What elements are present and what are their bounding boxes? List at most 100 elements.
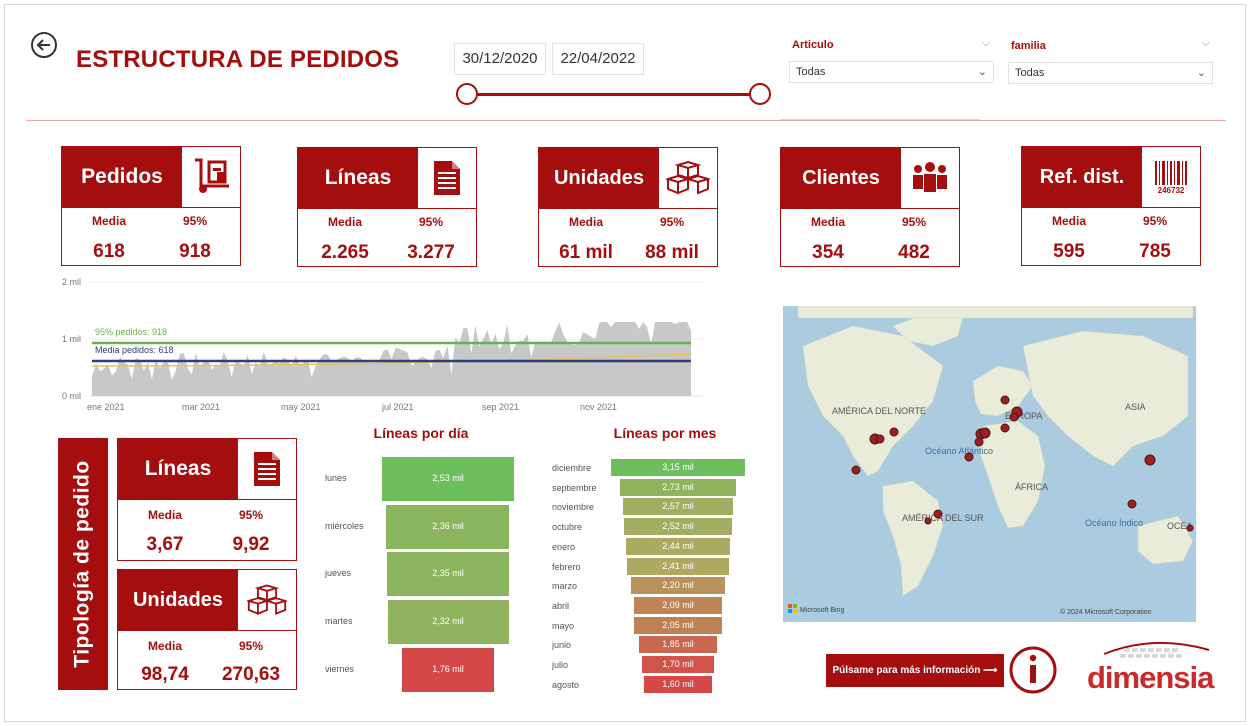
map-label: Océano Atlántico <box>925 446 993 456</box>
page-title: ESTRUCTURA DE PEDIDOS <box>76 46 400 73</box>
header-divider <box>26 120 1226 121</box>
card-divider <box>118 499 296 500</box>
date-slider-start-handle[interactable] <box>456 83 478 105</box>
chevron-down-icon[interactable]: ⌵ <box>982 38 990 49</box>
p95-label: 95% <box>418 215 444 229</box>
date-range-slider-track[interactable] <box>468 93 760 96</box>
kpi-title: Líneas <box>298 148 418 208</box>
lineas-por-dia-chart: lunes 2,53 mil miércoles 2,36 mil jueves 2,35… <box>320 455 520 695</box>
p95-value: 270,63 <box>221 664 281 685</box>
p95-value: 918 <box>179 241 211 262</box>
barcode-number: 246732 <box>1158 186 1185 195</box>
month-bar-value: 2,44 mil <box>662 540 694 551</box>
map-label: OCEA <box>1167 521 1193 531</box>
tipologia-card-lineas: Líneas Media 95% 3,67 9,92 <box>117 438 297 561</box>
day-category-label: jueves <box>325 568 352 579</box>
articulo-dropdown[interactable]: Todas ⌄ <box>789 61 994 83</box>
month-bar[interactable] <box>626 537 730 555</box>
month-bar[interactable] <box>641 656 715 673</box>
day-bar[interactable] <box>386 504 510 549</box>
date-slider-end-handle[interactable] <box>749 83 771 105</box>
date-from-input[interactable]: 30/12/2020 <box>454 43 546 75</box>
trend-line <box>92 353 692 367</box>
y-tick: 0 mil <box>62 391 81 401</box>
kpi-card-clientes: Clientes Media 95% 354 482 <box>780 147 960 267</box>
month-category-label: julio <box>552 660 569 670</box>
month-bar[interactable] <box>644 675 713 693</box>
month-bar[interactable] <box>611 459 745 476</box>
p95-label: 95% <box>238 508 264 522</box>
back-arrow-icon[interactable] <box>30 31 58 59</box>
document-icon <box>238 439 296 499</box>
media-label: Media <box>147 639 182 653</box>
month-bar[interactable] <box>619 478 736 496</box>
month-category-label: enero <box>552 541 576 552</box>
media-value: 618 <box>93 241 125 262</box>
brand-name: dimensia <box>1087 660 1215 694</box>
chevron-down-icon[interactable]: ⌵ <box>1202 38 1210 49</box>
lineas-por-mes-chart: diciembre 3,15 mil septiembre 2,73 mil novie… <box>548 458 753 698</box>
boxes-icon <box>238 570 296 630</box>
day-bar-value: 2,35 mil <box>432 568 464 579</box>
day-bar[interactable] <box>402 647 494 692</box>
articulo-value: Todas <box>796 66 826 78</box>
people-icon <box>901 148 959 208</box>
month-bar[interactable] <box>624 518 732 536</box>
map-label: EUROPA <box>1005 411 1042 421</box>
landmass <box>797 306 1194 597</box>
day-bar[interactable] <box>386 552 510 597</box>
divider <box>780 119 980 120</box>
chevron-down-icon: ⌄ <box>1196 67 1206 79</box>
media-value: 61 mil <box>559 242 613 263</box>
page-frame <box>4 4 1246 722</box>
x-tick: ene 2021 <box>87 402 125 412</box>
map-attribution-right: © 2024 Microsoft Corporation <box>1060 608 1152 616</box>
customer-map[interactable]: AMÉRICA DEL NORTE EUROPA ASIA Océano Atl… <box>783 306 1196 622</box>
articulo-label: Articulo <box>792 39 834 51</box>
info-icon[interactable] <box>1008 645 1058 700</box>
p95-label: 95% <box>659 215 685 229</box>
tipologia-card-unidades: Unidades Media 95% 98,74 270,63 <box>117 569 297 690</box>
media-value: 3,67 <box>146 534 184 555</box>
day-category-label: viernes <box>325 663 355 674</box>
p95-label: 95% <box>901 215 927 229</box>
orders-timeseries-chart: 2 mil 1 mil 0 mil 95% pedidos: 918 Media… <box>62 277 703 412</box>
month-bar[interactable] <box>626 557 730 575</box>
month-bar[interactable] <box>633 596 723 614</box>
orders-area-series <box>92 322 691 396</box>
month-bar[interactable] <box>623 498 733 516</box>
familia-dropdown[interactable]: Todas ⌄ <box>1008 62 1213 84</box>
media-label: Media <box>568 215 603 229</box>
month-category-label: junio <box>552 640 572 651</box>
x-tick: nov 2021 <box>580 402 617 412</box>
media-value: 2.265 <box>321 242 369 263</box>
day-bar[interactable] <box>382 457 514 501</box>
day-bar-value: 2,53 mil <box>432 473 464 483</box>
media-label: Media <box>810 215 845 229</box>
x-tick: jul 2021 <box>381 402 414 412</box>
month-bar[interactable] <box>634 616 722 634</box>
month-bar[interactable] <box>631 577 725 595</box>
hand-truck-icon <box>182 147 240 207</box>
x-tick: may 2021 <box>281 402 321 412</box>
month-category-label: noviembre <box>552 502 595 513</box>
p95-value: 9,92 <box>232 534 270 555</box>
day-bar[interactable] <box>387 600 509 645</box>
month-bar-value: 2,52 mil <box>662 521 694 532</box>
barcode-icon: 246732 <box>1142 147 1200 207</box>
more-info-button[interactable]: Púlsame para más información ⟶ <box>826 654 1004 687</box>
kpi-title: Unidades <box>539 148 659 208</box>
customer-markers[interactable] <box>851 395 1194 532</box>
day-bar-value: 2,32 mil <box>432 616 464 627</box>
date-to-input[interactable]: 22/04/2022 <box>552 43 644 75</box>
x-tick: sep 2021 <box>482 402 519 412</box>
month-bar-value: 2,05 mil <box>662 619 694 630</box>
month-bar[interactable] <box>638 636 718 654</box>
month-bar-value: 1,85 mil <box>662 639 694 650</box>
chart-title-mes: Líneas por mes <box>613 425 717 441</box>
media-value: 354 <box>812 242 844 263</box>
kpi-divider <box>298 208 476 209</box>
tipologia-title: Tipología de pedido <box>71 460 95 668</box>
month-bar-value: 1,70 mil <box>662 659 694 669</box>
day-bar-value: 1,76 mil <box>432 663 464 674</box>
